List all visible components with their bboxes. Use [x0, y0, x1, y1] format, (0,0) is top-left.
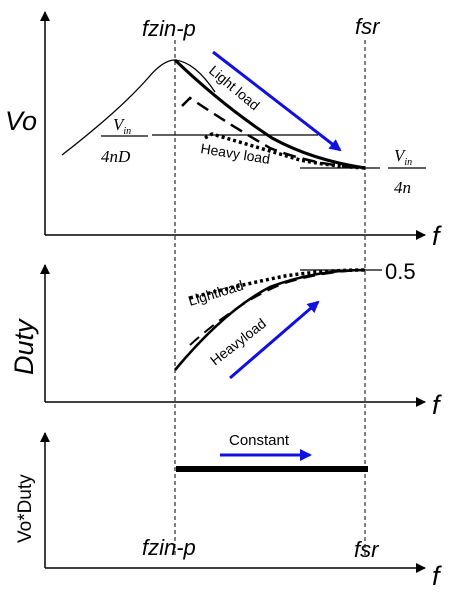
fsr-label-bottom: fsr [354, 537, 380, 562]
fzin-p-label: fzin-p [142, 16, 196, 41]
light-load-trend-arrow [212, 50, 342, 152]
duty-curve-light-load [189, 268, 366, 300]
formula-left-denominator: 4nD [101, 147, 131, 166]
duty-f-label: f [432, 390, 442, 420]
light-load-duty-label: Lightload [186, 277, 245, 309]
heavy-load-label: Heavy load [200, 140, 272, 167]
vo-duty-f-label: f [432, 561, 442, 591]
vo-f-label: f [432, 221, 442, 251]
vo-duty-panel: Constant Vo*Duty f [15, 432, 442, 591]
formula-vin-over-4nd: Vin 4nD [101, 115, 148, 166]
fzin-p-label-bottom: fzin-p [142, 535, 196, 560]
fsr-label: fsr [355, 14, 381, 39]
vo-duty-axis-label: Vo*Duty [15, 474, 36, 543]
duty-curve-heavy-load [174, 268, 366, 371]
gain-curve-noload [61, 59, 216, 156]
constant-label: Constant [229, 432, 290, 449]
formula-right-numerator: Vin [394, 146, 412, 168]
heavy-load-trend-arrow [229, 300, 320, 380]
formula-right-denominator: 4n [394, 178, 411, 197]
vo-panel: Vo f Light load Heavy load Vin 4nD Vin 4… [5, 11, 442, 251]
duty-panel: Duty f 0.5 Lightload Heavyload [9, 259, 442, 420]
heavy-load-duty-label: Heavyload [207, 315, 269, 368]
duty-curve-medium-load [189, 269, 366, 346]
formula-vin-over-4n: Vin 4n [388, 146, 426, 197]
vo-axis-label: Vo [5, 106, 37, 136]
duty-half-label: 0.5 [385, 259, 416, 284]
gain-curve-light-load [173, 58, 366, 170]
duty-axis-label: Duty [9, 318, 39, 375]
formula-left-numerator: Vin [113, 115, 131, 137]
